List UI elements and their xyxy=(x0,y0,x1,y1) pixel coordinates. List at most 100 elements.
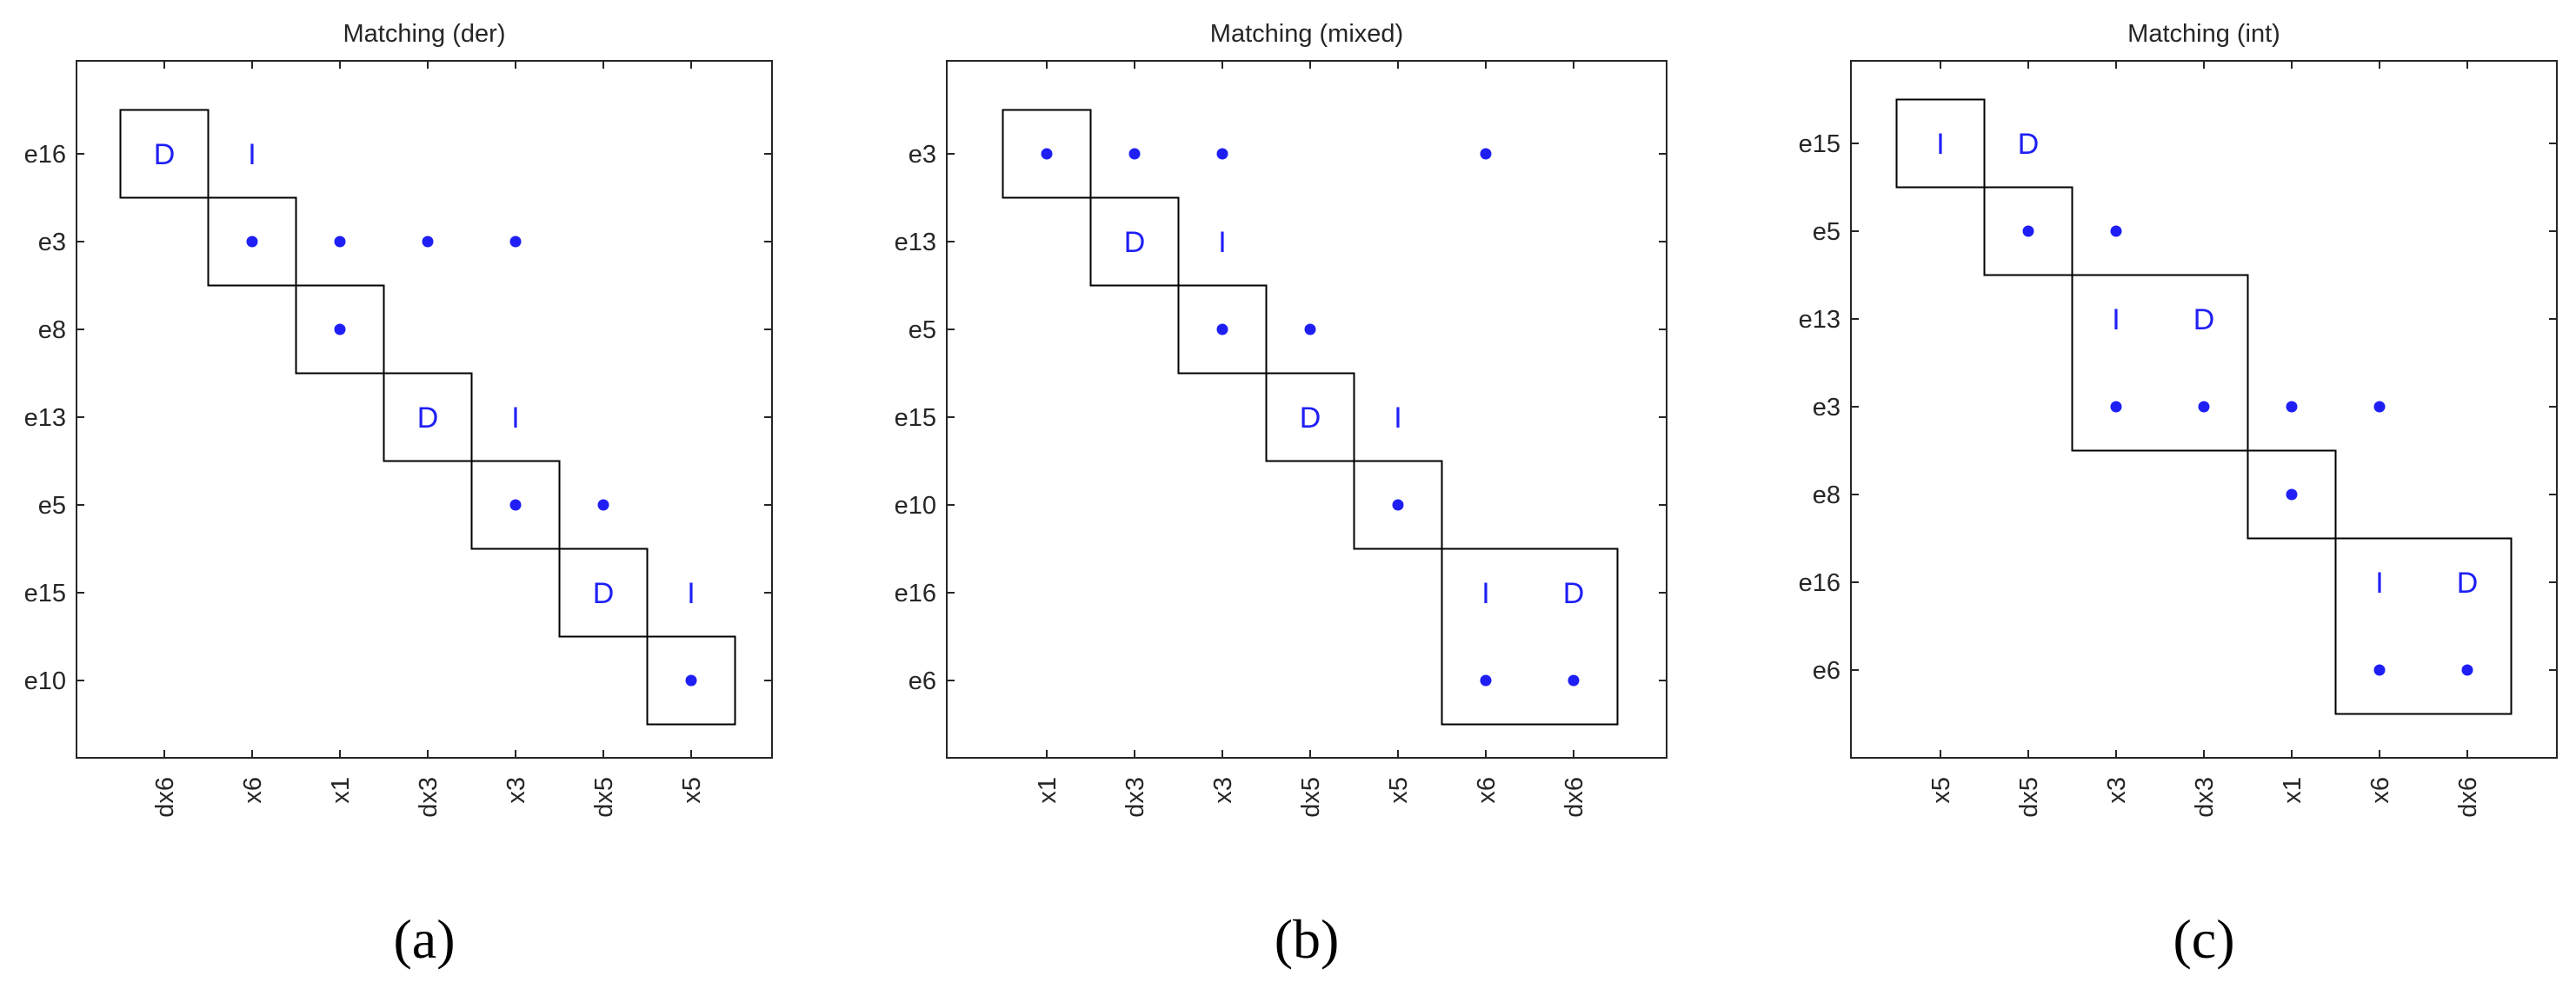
panel-1: Matching (der) e16 e3 e8 e13 e5 e15 e10 dx6 x6 x1 d… xyxy=(24,20,773,970)
axes-box xyxy=(946,60,1667,759)
y-tick-label: e5 xyxy=(1813,218,1840,246)
x-tick-label: dx5 xyxy=(2015,777,2043,818)
dot-marker xyxy=(1480,674,1492,687)
i-marker: I xyxy=(1218,226,1226,259)
dot-marker xyxy=(2461,664,2473,676)
matching-block xyxy=(1089,196,1180,287)
y-tick-label: e16 xyxy=(24,141,66,169)
dot-marker xyxy=(2373,401,2386,413)
x-tick-label: x1 xyxy=(327,777,355,804)
y-tick-label: e8 xyxy=(38,316,66,344)
d-marker: D xyxy=(1124,226,1146,259)
d-marker: D xyxy=(593,577,615,610)
i-marker: I xyxy=(2112,303,2120,336)
chart-title: Matching (int) xyxy=(2127,20,2280,48)
x-tick-label: x5 xyxy=(678,777,706,804)
axes-box xyxy=(76,60,773,759)
dot-marker xyxy=(685,674,697,687)
x-tick-label: dx6 xyxy=(1561,777,1588,818)
matching-block xyxy=(2247,449,2337,540)
dot-marker xyxy=(1216,323,1228,335)
matching-block xyxy=(1983,186,2073,276)
x-tick-label: x5 xyxy=(1927,777,1955,804)
dot-marker xyxy=(597,499,609,511)
panel-3: Matching (int) e15 e5 e13 e3 e8 e16 e6 x5 dx5 x3 dx… xyxy=(1799,20,2558,970)
y-tick-label: e16 xyxy=(895,580,936,607)
x-tick-label: x1 xyxy=(2279,777,2306,804)
matching-block xyxy=(558,548,649,638)
x-tick-label: x1 xyxy=(1034,777,1062,804)
y-tick-label: e6 xyxy=(1813,657,1840,685)
panel-2: Matching (mixed) e3 e13 e5 e15 e10 e16 e6 x1 dx3 x… xyxy=(895,20,1667,970)
y-tick-label: e5 xyxy=(38,492,66,520)
i-marker: I xyxy=(511,402,519,435)
dot-marker xyxy=(2110,225,2122,237)
y-tick-label: e3 xyxy=(909,141,936,169)
matching-block xyxy=(207,196,297,287)
y-tick-label: e10 xyxy=(24,667,66,695)
dot-marker xyxy=(1128,148,1141,160)
dot-marker xyxy=(2373,664,2386,676)
y-tick-label: e13 xyxy=(24,404,66,432)
dot-marker xyxy=(1216,148,1228,160)
y-tick-label: e13 xyxy=(1799,306,1840,334)
matching-block xyxy=(1895,98,1986,189)
y-tick-label: e8 xyxy=(1813,481,1840,509)
x-tick-label: dx3 xyxy=(1122,777,1149,818)
y-tick-label: e5 xyxy=(909,316,936,344)
y-tick-label: e15 xyxy=(1799,130,1840,158)
matching-block xyxy=(1002,109,1092,199)
dot-marker xyxy=(334,236,346,248)
i-marker: I xyxy=(2375,567,2383,600)
matching-block xyxy=(1265,372,1355,462)
x-tick-label: dx6 xyxy=(2454,777,2482,818)
dot-marker xyxy=(2286,488,2298,501)
dot-marker xyxy=(509,499,522,511)
d-marker: D xyxy=(2457,567,2479,600)
dot-marker xyxy=(1568,674,1580,687)
d-marker: D xyxy=(154,138,176,171)
d-marker: D xyxy=(417,402,439,435)
x-tick-label: dx5 xyxy=(590,777,618,818)
panel-caption: (b) xyxy=(1275,908,1340,970)
d-marker: D xyxy=(1563,577,1585,610)
matching-block xyxy=(383,372,473,462)
matching-block xyxy=(119,109,210,199)
d-marker: D xyxy=(1300,402,1321,435)
panel-caption: (a) xyxy=(393,908,455,970)
y-tick-label: e15 xyxy=(24,580,66,607)
y-tick-label: e3 xyxy=(1813,394,1840,421)
matching-block xyxy=(1177,284,1268,375)
x-tick-label: dx5 xyxy=(1297,777,1325,818)
dot-marker xyxy=(1480,148,1492,160)
dot-marker xyxy=(246,236,258,248)
y-tick-label: e16 xyxy=(1799,569,1840,597)
i-marker: I xyxy=(1481,577,1489,610)
x-tick-label: dx3 xyxy=(2191,777,2219,818)
i-marker: I xyxy=(687,577,695,610)
matching-block xyxy=(1441,548,1619,726)
x-tick-label: x6 xyxy=(2366,777,2394,804)
dot-marker xyxy=(2110,401,2122,413)
y-tick-label: e10 xyxy=(895,492,936,520)
y-tick-label: e6 xyxy=(909,667,936,695)
dot-marker xyxy=(1392,499,1404,511)
x-tick-label: x6 xyxy=(1473,777,1501,804)
x-tick-label: x3 xyxy=(2103,777,2131,804)
dot-marker xyxy=(334,323,346,335)
x-tick-label: dx3 xyxy=(415,777,443,818)
matching-block xyxy=(470,460,561,550)
i-marker: I xyxy=(1936,128,1944,161)
dot-marker xyxy=(2198,401,2210,413)
matching-block xyxy=(295,284,385,375)
chart-title: Matching (mixed) xyxy=(1210,20,1403,48)
x-tick-label: x5 xyxy=(1385,777,1413,804)
d-marker: D xyxy=(2018,128,2040,161)
y-tick-label: e15 xyxy=(895,404,936,432)
matching-block xyxy=(2071,274,2249,452)
x-tick-label: x6 xyxy=(239,777,267,804)
x-tick-label: x3 xyxy=(1209,777,1237,804)
dot-marker xyxy=(509,236,522,248)
chart-title: Matching (der) xyxy=(343,20,506,48)
